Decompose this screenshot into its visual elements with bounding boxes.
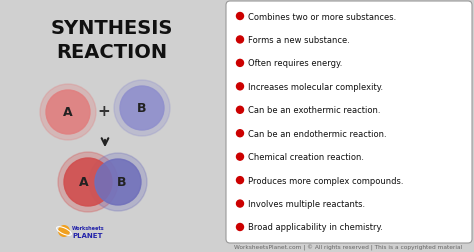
Circle shape [46, 91, 90, 135]
Text: Can be an endothermic reaction.: Can be an endothermic reaction. [248, 129, 387, 138]
Text: Increases molecular complexity.: Increases molecular complexity. [248, 82, 383, 91]
Circle shape [114, 81, 170, 137]
Circle shape [237, 153, 244, 161]
Text: B: B [117, 176, 127, 189]
Text: B: B [137, 102, 147, 115]
Text: Broad applicability in chemistry.: Broad applicability in chemistry. [248, 223, 383, 232]
Circle shape [237, 13, 244, 20]
Text: Involves multiple reactants.: Involves multiple reactants. [248, 199, 365, 208]
Circle shape [237, 37, 244, 44]
Circle shape [58, 152, 118, 212]
Circle shape [64, 158, 112, 206]
Text: PLANET: PLANET [72, 232, 102, 238]
Text: Combines two or more substances.: Combines two or more substances. [248, 12, 396, 21]
Text: A: A [79, 176, 89, 189]
Circle shape [237, 107, 244, 114]
Ellipse shape [58, 225, 70, 237]
Text: WorksheetsPlanet.com | © All rights reserved | This is a copyrighted material: WorksheetsPlanet.com | © All rights rese… [234, 244, 462, 250]
Text: Can be an exothermic reaction.: Can be an exothermic reaction. [248, 106, 381, 115]
Text: Forms a new substance.: Forms a new substance. [248, 36, 350, 45]
Circle shape [237, 177, 244, 184]
FancyBboxPatch shape [226, 2, 472, 243]
Text: SYNTHESIS: SYNTHESIS [51, 18, 173, 37]
Circle shape [95, 159, 141, 205]
Text: Chemical creation reaction.: Chemical creation reaction. [248, 152, 364, 162]
Text: Produces more complex compounds.: Produces more complex compounds. [248, 176, 403, 185]
Text: Worksheets: Worksheets [72, 225, 105, 230]
Circle shape [237, 60, 244, 67]
Text: REACTION: REACTION [56, 42, 168, 61]
Circle shape [120, 87, 164, 131]
Circle shape [40, 85, 96, 140]
Circle shape [237, 200, 244, 207]
Text: +: + [98, 103, 110, 118]
Circle shape [237, 224, 244, 231]
Circle shape [89, 153, 147, 211]
Circle shape [237, 130, 244, 137]
Circle shape [237, 83, 244, 90]
Text: A: A [63, 106, 73, 119]
Text: Often requires energy.: Often requires energy. [248, 59, 342, 68]
